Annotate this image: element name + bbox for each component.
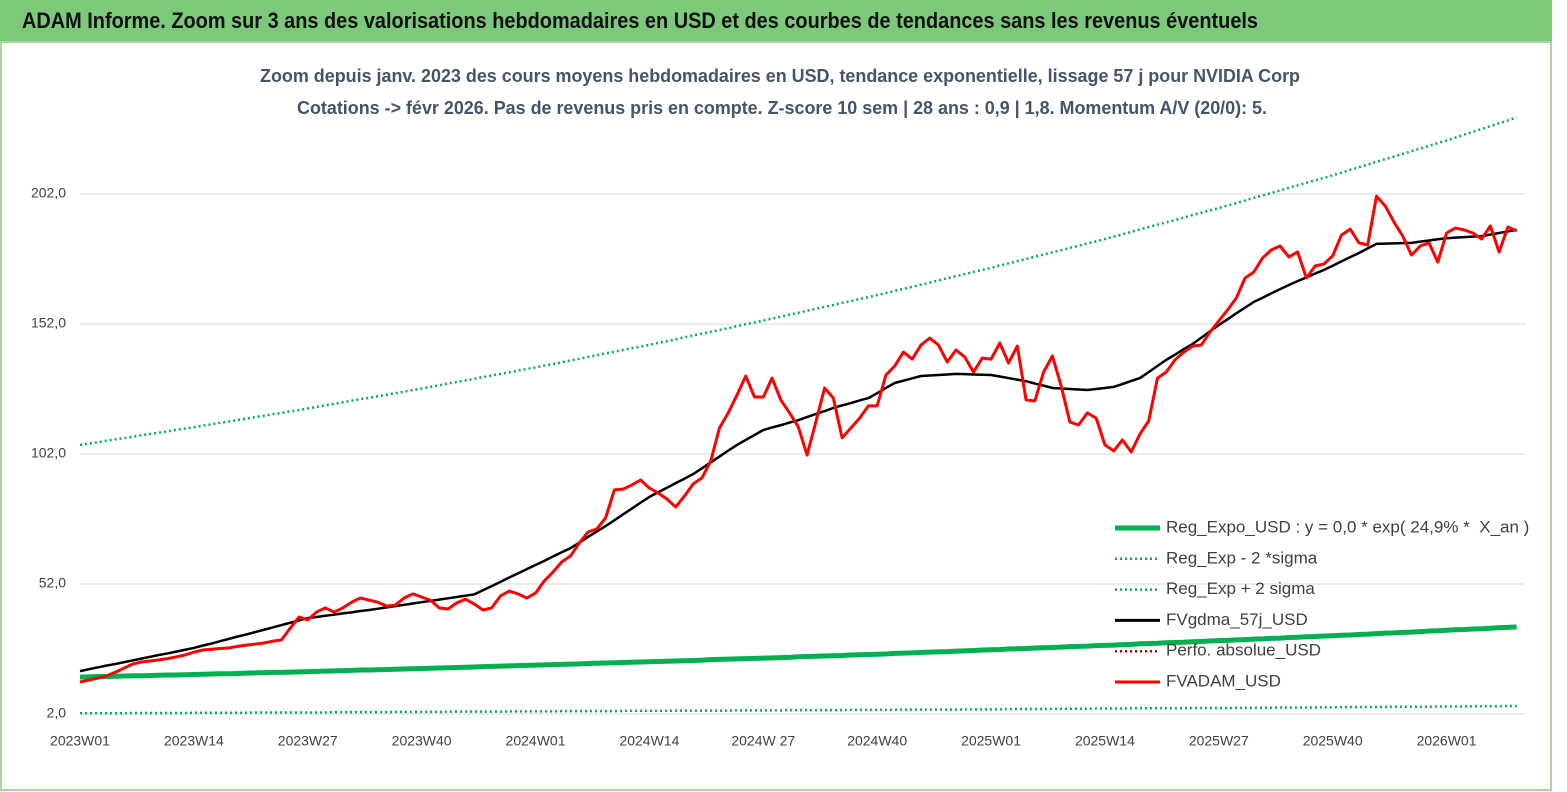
- x-tick-label: 2023W01: [50, 733, 110, 749]
- x-tick-label: 2025W14: [1075, 733, 1135, 749]
- series-line: [79, 228, 1517, 673]
- y-tick-label: 202,0: [31, 185, 66, 201]
- x-tick-label: 2025W40: [1303, 733, 1363, 749]
- legend-label: Reg_Exp - 2 *sigma: [1166, 548, 1318, 567]
- x-tick-label: 2026W01: [1417, 733, 1477, 749]
- legend-label: Reg_Expo_USD : y = 0,0 * exp( 24,9% * X_…: [1166, 517, 1529, 536]
- series-line: [79, 116, 1518, 447]
- x-tick-label: 2023W40: [392, 733, 452, 749]
- header-bar: [0, 0, 1552, 42]
- x-tick-label: 2024W14: [619, 733, 679, 749]
- x-tick-label: 2024W01: [506, 733, 566, 749]
- series-line: [79, 194, 1518, 684]
- legend-label: Perfo. absolue_USD: [1166, 641, 1321, 660]
- frame: [0, 41, 1552, 791]
- legend-label: FVADAM_USD: [1166, 671, 1281, 690]
- x-tick-label: 2025W01: [961, 733, 1021, 749]
- x-tick-label: 2024W40: [847, 733, 907, 749]
- y-tick-label: 2,0: [47, 705, 67, 721]
- header-title: ADAM Informe. Zoom sur 3 ans des valoris…: [22, 8, 1258, 33]
- x-tick-label: 2023W27: [278, 733, 338, 749]
- legend-label: FVgdma_57j_USD: [1166, 610, 1308, 629]
- legend-label: Reg_Exp + 2 sigma: [1166, 579, 1315, 598]
- x-tick-label: 2024W 27: [731, 733, 795, 749]
- x-tick-label: 2025W27: [1189, 733, 1249, 749]
- chart-title: Zoom depuis janv. 2023 des cours moyens …: [260, 66, 1300, 86]
- y-tick-label: 102,0: [31, 445, 66, 461]
- y-tick-label: 52,0: [39, 575, 66, 591]
- chart-subtitle: Cotations -> févr 2026. Pas de revenus p…: [297, 98, 1267, 118]
- x-tick-label: 2023W14: [164, 733, 224, 749]
- y-tick-label: 152,0: [31, 315, 66, 331]
- series-line: [79, 624, 1517, 680]
